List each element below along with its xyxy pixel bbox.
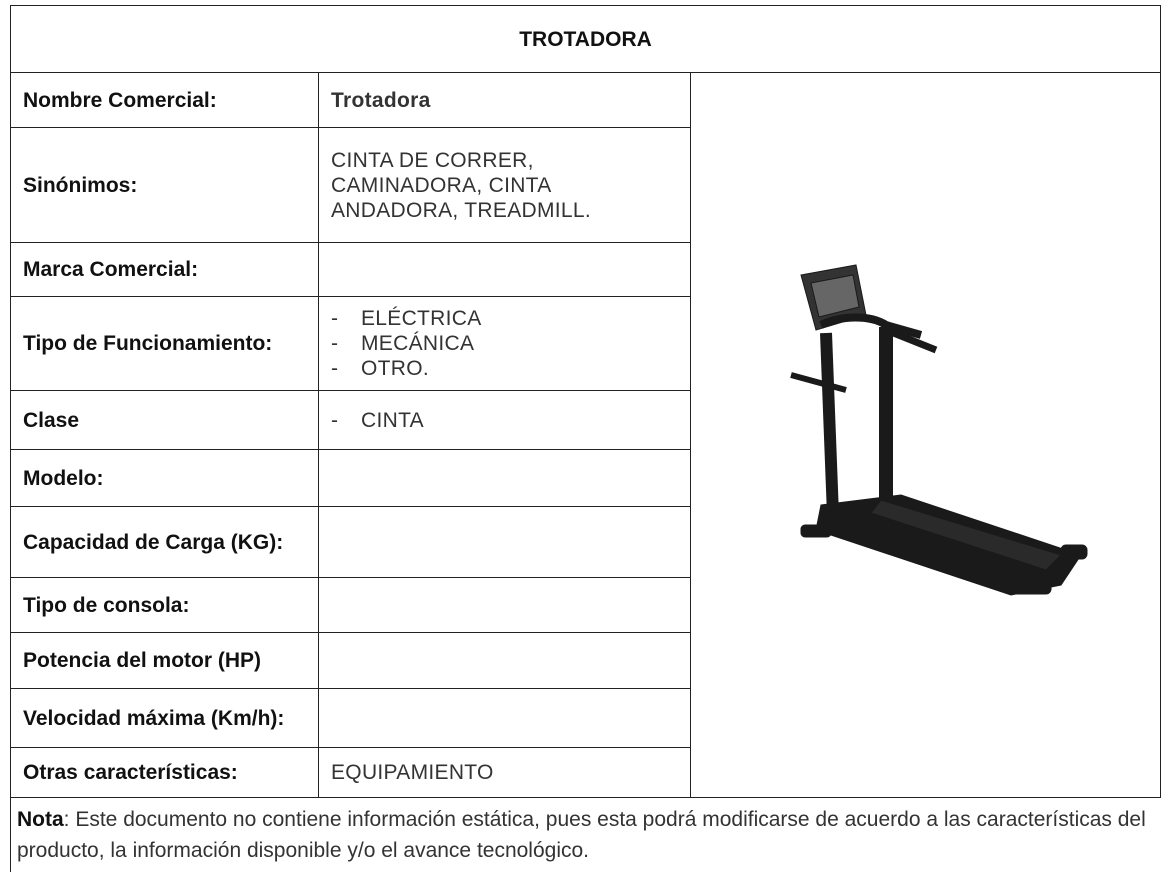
row-label: Tipo de Funcionamiento: [11, 297, 319, 391]
row-label: Capacidad de Carga (KG): [11, 507, 319, 578]
row-value [319, 243, 691, 297]
spec-table: TROTADORA Nombre Comercial:Trotadora Sin… [10, 5, 1161, 872]
value-item: MECÁNICA [361, 331, 678, 356]
row-value [319, 689, 691, 748]
note-text: : Este documento no contiene información… [17, 808, 1146, 862]
row-label: Otras características: [11, 748, 319, 798]
spec-row: Nombre Comercial:Trotadora [11, 73, 1161, 128]
row-value: Trotadora [319, 73, 691, 128]
row-value [319, 633, 691, 689]
table-title: TROTADORA [11, 6, 1161, 73]
note-label: Nota [17, 808, 64, 831]
value-list: ELÉCTRICAMECÁNICAOTRO. [331, 306, 678, 381]
row-value: CINTA [319, 391, 691, 450]
value-item: CINTA [361, 408, 678, 433]
row-value: ELÉCTRICAMECÁNICAOTRO. [319, 297, 691, 391]
row-value: CINTA DE CORRER, CAMINADORA, CINTA ANDAD… [319, 128, 691, 243]
row-label: Marca Comercial: [11, 243, 319, 297]
row-value [319, 578, 691, 633]
value-item: OTRO. [361, 356, 678, 381]
row-value [319, 450, 691, 507]
treadmill-image [761, 255, 1091, 615]
table-body: TROTADORA Nombre Comercial:Trotadora Sin… [11, 6, 1161, 872]
row-label: Nombre Comercial: [11, 73, 319, 128]
row-label: Velocidad máxima (Km/h): [11, 689, 319, 748]
note-row: Nota: Este documento no contiene informa… [11, 798, 1161, 872]
row-label: Modelo: [11, 450, 319, 507]
row-label: Sinónimos: [11, 128, 319, 243]
image-cell [691, 73, 1161, 798]
row-value: EQUIPAMIENTO [319, 748, 691, 798]
row-label: Clase [11, 391, 319, 450]
page: TROTADORA Nombre Comercial:Trotadora Sin… [0, 0, 1161, 845]
title-row: TROTADORA [11, 6, 1161, 73]
note: Nota: Este documento no contiene informa… [11, 798, 1161, 872]
row-value [319, 507, 691, 578]
value-item: ELÉCTRICA [361, 306, 678, 331]
value-list: CINTA [331, 408, 678, 433]
row-label: Tipo de consola: [11, 578, 319, 633]
row-label: Potencia del motor (HP) [11, 633, 319, 689]
